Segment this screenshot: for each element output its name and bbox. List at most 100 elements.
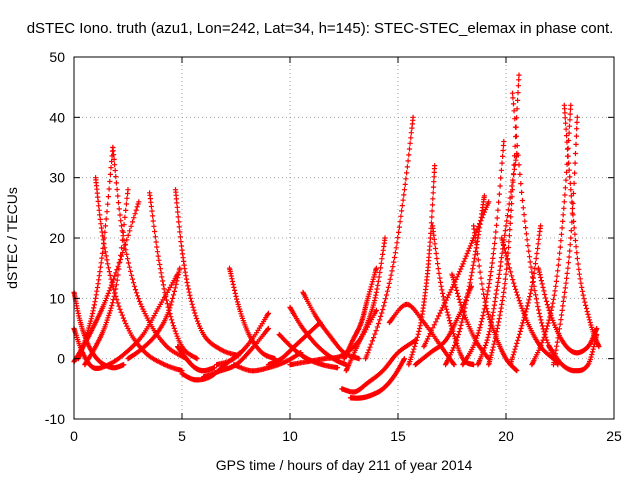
data-point	[170, 295, 176, 301]
data-point	[544, 323, 550, 329]
data-point	[504, 213, 511, 219]
data-point	[123, 247, 129, 253]
data-point	[474, 333, 480, 339]
data-point	[504, 218, 510, 224]
data-point	[538, 278, 544, 284]
data-point	[106, 269, 112, 275]
data-point	[96, 207, 102, 213]
data-point	[573, 133, 579, 139]
data-point	[237, 308, 243, 314]
data-point	[535, 303, 541, 310]
data-point	[569, 205, 576, 212]
data-point	[121, 222, 127, 228]
data-point	[568, 228, 574, 234]
data-point	[492, 235, 498, 241]
data-point	[494, 329, 500, 335]
data-point	[156, 257, 162, 263]
data-point	[97, 264, 104, 270]
data-point	[124, 251, 130, 257]
data-point	[131, 283, 138, 289]
data-point	[414, 334, 420, 340]
data-point	[479, 281, 485, 287]
data-point	[541, 288, 547, 294]
data-point	[377, 269, 383, 276]
series-arc-20	[300, 289, 362, 362]
data-point	[125, 187, 131, 193]
data-point	[480, 312, 486, 319]
data-point	[116, 266, 122, 272]
data-point	[568, 102, 574, 108]
data-point	[574, 126, 580, 132]
data-point	[110, 283, 116, 289]
data-point	[369, 279, 376, 285]
data-point	[514, 292, 520, 298]
data-point	[103, 295, 109, 301]
data-point	[582, 299, 588, 305]
data-point	[481, 309, 487, 315]
data-point	[461, 312, 468, 318]
data-point	[532, 288, 538, 294]
data-point	[408, 354, 414, 360]
data-point	[529, 283, 535, 289]
data-point	[535, 245, 541, 252]
series-arc-18	[276, 331, 341, 371]
data-point	[391, 259, 397, 265]
data-point	[433, 250, 439, 257]
data-point	[503, 223, 509, 229]
data-point	[380, 306, 386, 313]
data-point	[451, 333, 457, 339]
data-point	[368, 341, 374, 347]
data-point	[188, 295, 194, 301]
data-point	[466, 283, 472, 289]
data-point	[485, 334, 491, 340]
data-point	[535, 241, 541, 247]
data-point	[134, 293, 141, 299]
data-point	[571, 225, 577, 231]
data-point	[107, 272, 113, 278]
data-point	[378, 260, 384, 266]
data-point	[484, 337, 490, 343]
x-axis-label: GPS time / hours of day 211 of year 2014	[216, 457, 473, 473]
data-point	[396, 229, 402, 235]
data-point	[515, 337, 521, 343]
data-point	[364, 352, 370, 358]
data-point	[567, 248, 573, 254]
data-point	[91, 305, 97, 311]
data-point	[508, 269, 514, 275]
data-point	[459, 319, 465, 325]
data-point	[449, 347, 455, 353]
data-point	[169, 320, 176, 326]
data-point	[528, 264, 534, 270]
data-point	[527, 290, 534, 296]
data-point	[574, 255, 580, 262]
data-point	[524, 303, 530, 309]
data-point	[118, 253, 125, 259]
data-point	[576, 271, 582, 277]
data-point	[403, 176, 409, 182]
data-point	[530, 275, 536, 281]
data-point	[365, 350, 371, 356]
data-point	[98, 260, 104, 266]
data-point	[389, 268, 395, 274]
data-point	[379, 256, 385, 262]
data-point	[509, 187, 516, 193]
data-point	[113, 180, 119, 186]
data-point	[402, 181, 408, 187]
x-tick-label: 0	[70, 428, 78, 444]
data-point	[195, 321, 202, 327]
data-point	[566, 254, 572, 260]
data-point	[432, 163, 438, 169]
data-point	[366, 347, 372, 353]
data-point	[454, 274, 460, 280]
data-point	[490, 255, 496, 261]
series-arc-03	[71, 199, 142, 365]
data-point	[430, 184, 437, 190]
data-point	[560, 218, 566, 224]
data-point	[517, 328, 523, 334]
data-point	[559, 225, 565, 231]
data-point	[113, 286, 119, 292]
data-point	[460, 261, 466, 267]
data-point	[553, 278, 559, 284]
data-point	[105, 201, 111, 207]
data-point	[170, 292, 177, 298]
